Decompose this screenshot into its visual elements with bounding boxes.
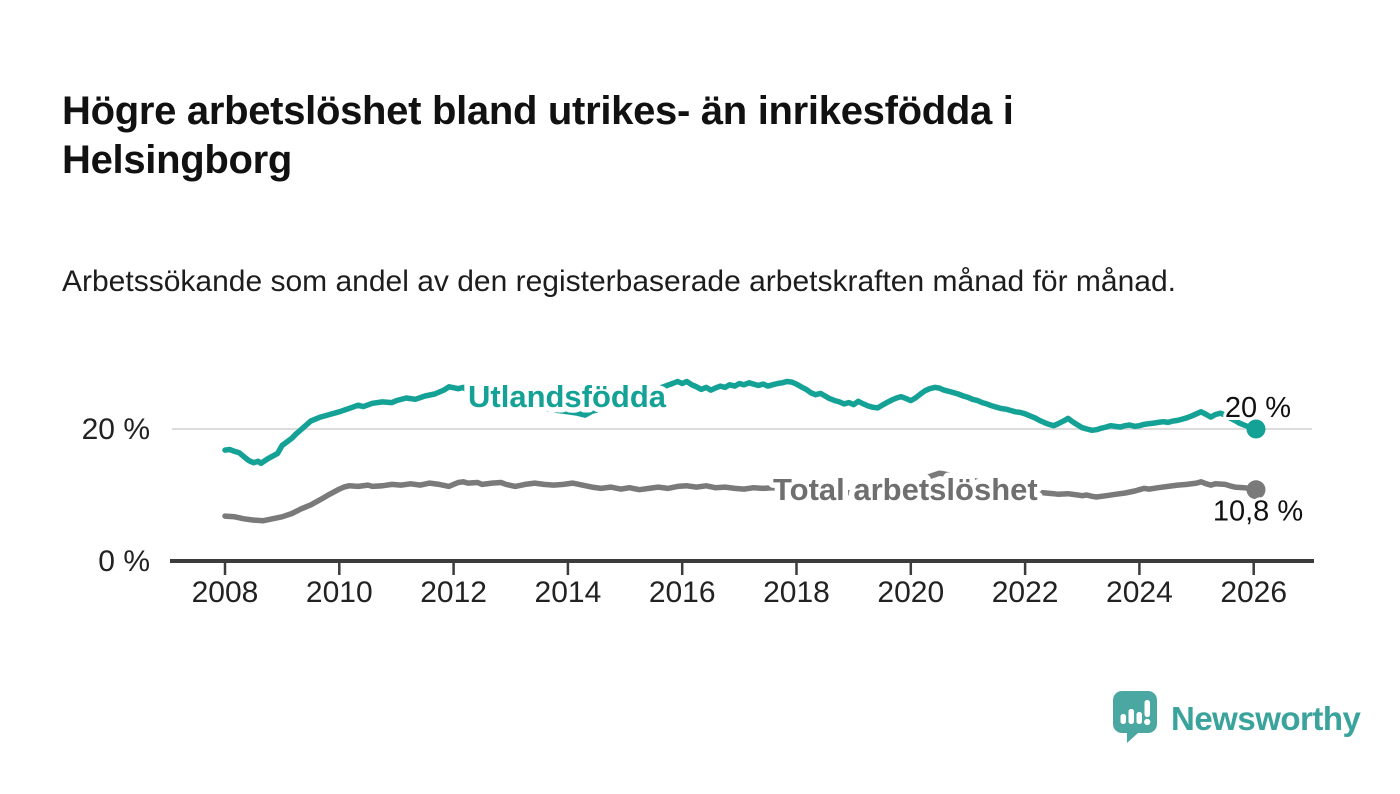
series-line-total	[222, 470, 1259, 524]
end-dot-total	[1246, 480, 1266, 500]
x-tick-label-2022: 2022	[992, 576, 1059, 609]
series-label-utlandsfodda: Utlandsfödda	[468, 379, 667, 414]
x-tick-label-2018: 2018	[763, 576, 830, 609]
x-tick-label-2012: 2012	[420, 576, 487, 609]
line-chart: 2008 2010 2012 2014 2016 2018 2020 2022 2024 2026…	[82, 374, 1314, 609]
x-tick-label-2026: 2026	[1220, 576, 1287, 609]
speech-bubble-shape	[1113, 691, 1157, 743]
end-value-label-utlandsfodda: 20 %	[1225, 392, 1291, 424]
newsworthy-logo-text: Newsworthy	[1171, 700, 1361, 737]
newsworthy-logo-icon	[1113, 691, 1157, 743]
newsworthy-logo: Newsworthy	[1112, 690, 1361, 744]
x-tick-label-2024: 2024	[1106, 576, 1173, 609]
series-label-total: Total arbetslöshet	[773, 472, 1038, 507]
end-dot-utlandsfodda	[1246, 419, 1266, 439]
x-tick-label-2016: 2016	[649, 576, 716, 609]
x-tick-label-2008: 2008	[192, 576, 259, 609]
mini-bar-chart-icon	[1120, 700, 1151, 726]
x-tick-label-2020: 2020	[877, 576, 944, 609]
x-tick-label-2014: 2014	[535, 576, 602, 609]
end-value-label-total: 10,8 %	[1213, 496, 1303, 528]
x-tick-label-2010: 2010	[306, 576, 373, 609]
series-line-utlandsfodda	[222, 378, 1259, 467]
chart-title: Högre arbetslöshet bland utrikes- än inr…	[62, 88, 1014, 182]
y-tick-label-0: 0 %	[98, 545, 150, 578]
chart-subtitle: Arbetssökande som andel av den registerb…	[62, 265, 1176, 298]
y-tick-label-20: 20 %	[82, 413, 150, 446]
